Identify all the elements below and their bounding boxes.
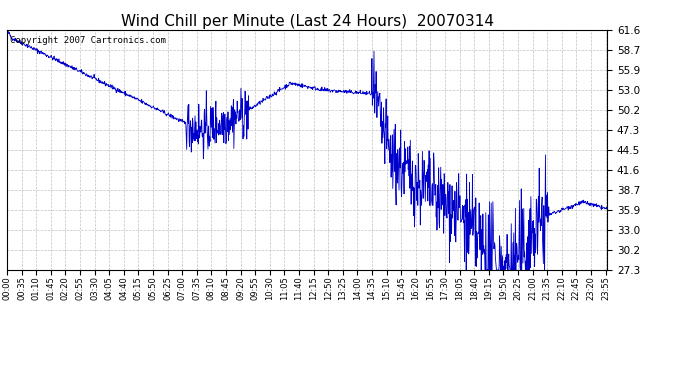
Title: Wind Chill per Minute (Last 24 Hours)  20070314: Wind Chill per Minute (Last 24 Hours) 20…	[121, 14, 493, 29]
Text: Copyright 2007 Cartronics.com: Copyright 2007 Cartronics.com	[10, 36, 166, 45]
